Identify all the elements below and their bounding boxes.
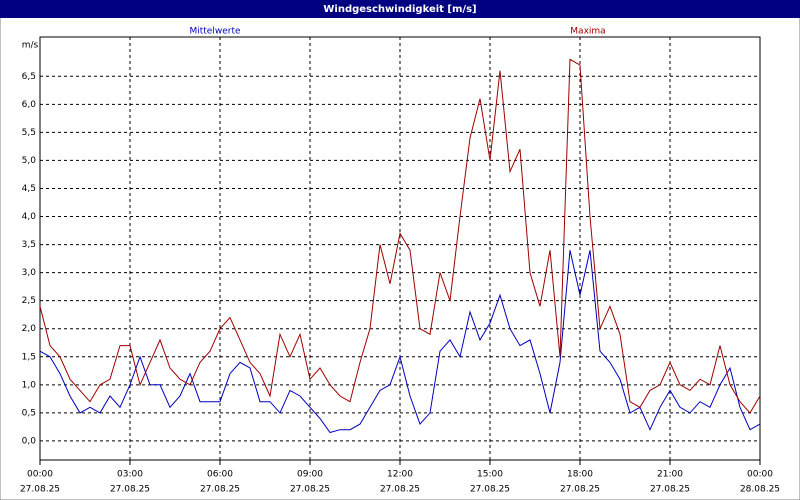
x-tick-label: 12:00 <box>387 470 413 480</box>
y-tick-label: 3,0 <box>22 268 37 278</box>
y-tick-label: 0,0 <box>22 436 37 446</box>
y-tick-label: 6,0 <box>22 100 37 110</box>
x-tick-label: 18:00 <box>567 470 593 480</box>
y-tick-label: 1,0 <box>22 380 37 390</box>
y-tick-label: 5,5 <box>22 128 36 138</box>
x-tick-label: 06:00 <box>207 470 233 480</box>
x-tick-date: 27.08.25 <box>20 485 60 495</box>
y-tick-label: 2,5 <box>22 296 36 306</box>
x-tick-label: 00:00 <box>747 470 773 480</box>
y-tick-label: 5,0 <box>22 156 37 166</box>
y-tick-label: 1,5 <box>22 352 36 362</box>
x-tick-date: 27.08.25 <box>290 485 330 495</box>
legend-label: Maxima <box>570 27 605 37</box>
y-tick-label: 0,5 <box>22 408 36 418</box>
x-tick-date: 27.08.25 <box>470 485 510 495</box>
x-tick-date: 27.08.25 <box>110 485 150 495</box>
x-tick-label: 21:00 <box>657 470 683 480</box>
y-tick-label: 2,0 <box>22 324 37 334</box>
legend-label: Mittelwerte <box>189 27 240 37</box>
y-tick-label: 3,5 <box>22 240 36 250</box>
x-tick-label: 03:00 <box>117 470 143 480</box>
x-tick-date: 27.08.25 <box>650 485 690 495</box>
y-tick-label: 6,5 <box>22 72 36 82</box>
y-tick-label: 4,0 <box>22 212 37 222</box>
x-tick-label: 00:00 <box>27 470 53 480</box>
x-tick-date: 27.08.25 <box>200 485 240 495</box>
x-tick-date: 27.08.25 <box>380 485 420 495</box>
plot-frame <box>39 36 761 461</box>
y-unit: m/s <box>22 41 39 51</box>
series-line <box>39 58 761 414</box>
y-tick-label: 4,5 <box>22 184 36 194</box>
x-tick-date: 27.08.25 <box>560 485 600 495</box>
title-bar <box>0 0 800 18</box>
x-tick-label: 09:00 <box>297 470 323 480</box>
chart-title: Windgeschwindigkeit [m/s] <box>323 4 476 15</box>
x-tick-date: 28.08.25 <box>740 485 780 495</box>
x-tick-label: 15:00 <box>477 470 503 480</box>
